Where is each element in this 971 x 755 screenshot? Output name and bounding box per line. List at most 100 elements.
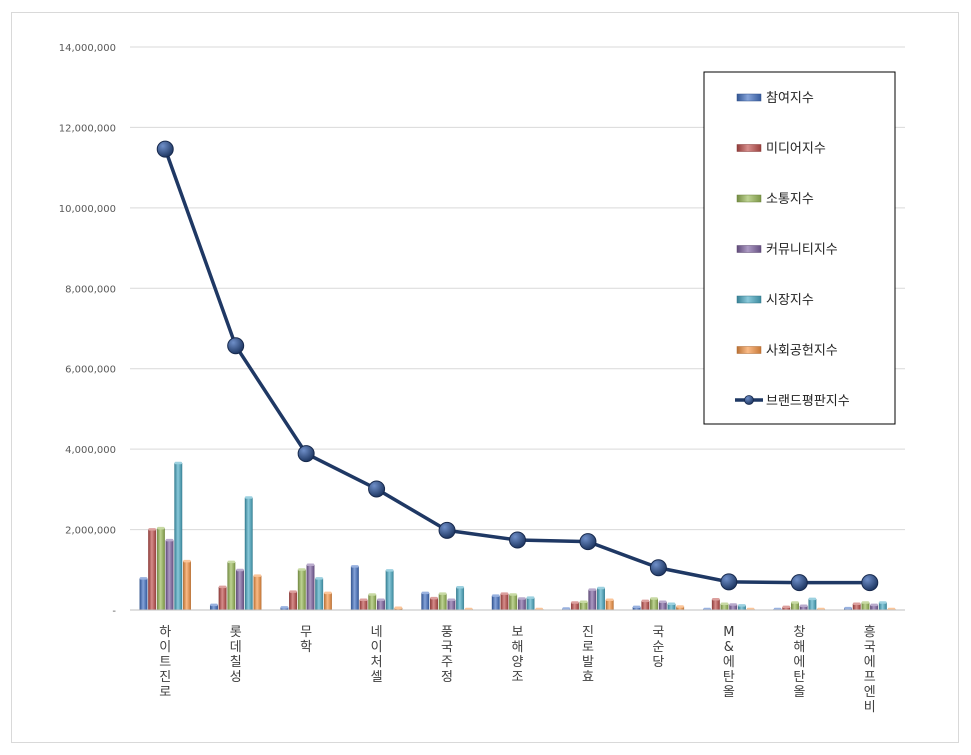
bar (218, 586, 227, 611)
bar-cap (879, 601, 887, 604)
bar (605, 599, 614, 611)
bar-cap (870, 603, 878, 607)
bar (244, 497, 253, 611)
bar (156, 528, 165, 611)
y-tick-label: 6,000,000 (65, 365, 116, 376)
bar (447, 599, 456, 611)
bar (509, 594, 518, 611)
bar-cap (253, 574, 262, 577)
bar-cap (509, 593, 517, 596)
bar-cap (227, 560, 236, 564)
bar-cap (632, 605, 641, 609)
bar (650, 598, 659, 611)
bar (227, 561, 236, 611)
bar-cap (148, 528, 156, 531)
y-axis-tick-labels: - 2,000,000 4,000,000 6,000,000 8,000,000 10,… (59, 43, 117, 617)
bar-series (139, 461, 896, 611)
bar (165, 540, 174, 611)
bar-cap (712, 598, 720, 601)
y-tick-label: 14,000,000 (59, 43, 116, 54)
bar (808, 598, 817, 611)
legend-swatch-marker (744, 395, 754, 405)
legend-label: 시장지수 (766, 293, 814, 308)
bar-cap (218, 585, 227, 589)
bar-cap (385, 569, 394, 572)
bar-cap (571, 601, 579, 604)
series-0 (139, 565, 852, 611)
legend-label: 소통지수 (766, 192, 814, 207)
legend-item: 미디어지수 (736, 142, 826, 157)
bar (368, 594, 377, 611)
y-tick-label: 12,000,000 (59, 123, 116, 134)
line-marker (438, 521, 456, 539)
y-tick-label: 4,000,000 (65, 445, 116, 456)
bar-cap (306, 563, 315, 566)
bar (438, 593, 447, 611)
bar-cap (659, 600, 667, 603)
bar-cap (447, 598, 456, 601)
bar (323, 592, 332, 611)
bar-cap (500, 592, 509, 595)
bar-cap (605, 598, 614, 601)
line-series (156, 140, 879, 592)
gridlines (130, 46, 905, 531)
bar-cap (518, 597, 526, 600)
bar-cap (852, 602, 861, 605)
line-marker (368, 480, 386, 498)
line-marker (227, 337, 245, 355)
legend-item: 커뮤니티지수 (736, 243, 838, 258)
bar (456, 587, 465, 611)
bar-cap (492, 594, 500, 597)
legend-swatch (736, 194, 762, 203)
bar (289, 591, 298, 611)
bar-cap (324, 591, 332, 595)
line-marker (790, 574, 808, 592)
bar (526, 597, 535, 611)
line-marker (297, 445, 315, 463)
legend-swatch (736, 93, 762, 102)
bar (359, 599, 368, 611)
bar-cap (139, 577, 148, 580)
bar (641, 600, 650, 611)
legend-item: 참여지수 (736, 91, 814, 106)
y-tick-label: 10,000,000 (59, 204, 116, 215)
bar (174, 463, 183, 611)
bar (385, 570, 394, 611)
bar-cap (808, 597, 817, 601)
bar (579, 601, 588, 611)
bar-cap (579, 600, 588, 603)
bar-cap (183, 559, 191, 563)
bar (588, 589, 597, 611)
bar-cap (394, 606, 403, 609)
bar-cap (456, 585, 464, 589)
bar-cap (157, 526, 165, 530)
legend-label: 참여지수 (766, 91, 814, 106)
bar-cap (244, 496, 253, 499)
legend-swatch (736, 346, 762, 354)
legend-box (703, 71, 896, 425)
bar (711, 599, 720, 611)
bar-cap (844, 606, 852, 610)
bar-cap (738, 604, 746, 607)
bar-cap (597, 586, 605, 590)
bar-cap (720, 602, 729, 605)
bar (658, 601, 667, 611)
bar-cap (210, 603, 218, 607)
bar (517, 598, 526, 611)
bar-cap (368, 593, 376, 596)
bar-cap (289, 590, 297, 593)
bar-cap (421, 591, 430, 595)
bar-cap (315, 577, 323, 580)
bar-cap (438, 592, 447, 595)
x-axis-tick-labels: 하 이 트 진 로 롯 데 칠 성 무 학 네 이 처 셀 풍 국 주 정 보 해 양 조 진 로 발 효 국 순 당 M & 에 탄 올 창 해 에 탄 올… (159, 625, 876, 715)
bar-cap (782, 605, 791, 609)
bar-cap (526, 596, 535, 599)
chart-canvas: - 2,000,000 4,000,000 6,000,000 8,000,000 10,… (59, 43, 905, 715)
